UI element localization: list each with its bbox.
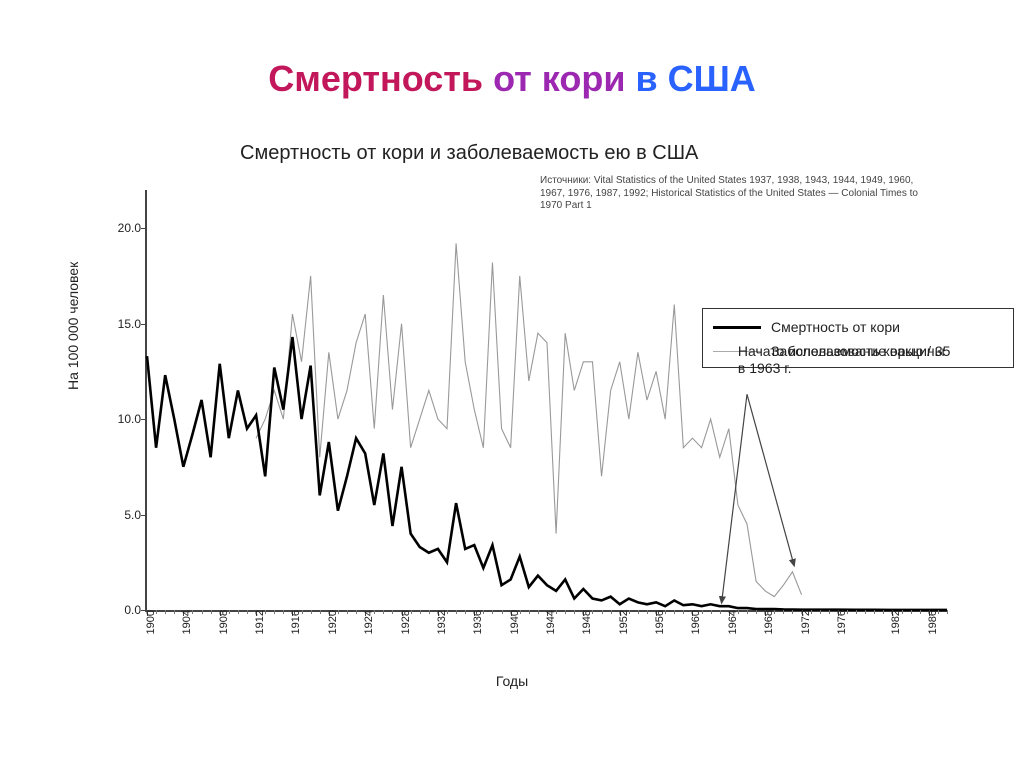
x-tick-mark-minor: [565, 610, 566, 614]
x-tick-mark-minor: [283, 610, 284, 614]
x-tick-mark-minor: [247, 610, 248, 614]
x-tick-mark-minor: [638, 610, 639, 614]
x-tick-mark-minor: [429, 610, 430, 614]
x-tick-mark-minor: [647, 610, 648, 614]
x-tick-mark-minor: [747, 610, 748, 614]
y-tick-mark: [141, 515, 147, 516]
x-tick-label: 1972: [798, 610, 812, 634]
x-tick-label: 1952: [616, 610, 630, 634]
chart-title: Смертность от кори и заболеваемость ею в…: [240, 142, 698, 165]
chart-lines: [147, 190, 947, 610]
x-tick-label: 1944: [543, 610, 557, 634]
x-tick-mark-minor: [683, 610, 684, 614]
series-mortality: [147, 337, 947, 610]
x-tick-label: 1928: [398, 610, 412, 634]
x-tick-label: 1956: [652, 610, 666, 634]
title-part-2: от кори: [493, 58, 635, 99]
slide-title: Смертность от кори в США: [0, 58, 1024, 100]
x-tick-mark-minor: [347, 610, 348, 614]
title-part-1: Смертность: [268, 58, 493, 99]
x-tick-label: 1964: [725, 610, 739, 634]
x-axis-label: Годы: [50, 673, 974, 689]
x-tick-label: 1908: [216, 610, 230, 634]
x-tick-mark-minor: [274, 610, 275, 614]
x-tick-mark-minor: [920, 610, 921, 614]
x-tick-mark-minor: [792, 610, 793, 614]
x-tick-mark-minor: [492, 610, 493, 614]
x-tick-mark-minor: [420, 610, 421, 614]
x-tick-label: 1960: [688, 610, 702, 634]
legend-label-mortality: Смертность от кори: [771, 319, 900, 335]
x-tick-mark-minor: [538, 610, 539, 614]
legend-item-mortality: Смертность от кори: [713, 317, 900, 337]
x-tick-mark-minor: [883, 610, 884, 614]
x-tick-mark-minor: [865, 610, 866, 614]
x-tick-mark-minor: [611, 610, 612, 614]
x-tick-mark-minor: [783, 610, 784, 614]
chart-container: Смертность от кори и заболеваемость ею в…: [50, 130, 974, 695]
x-tick-mark-minor: [711, 610, 712, 614]
x-tick-label: 1924: [361, 610, 375, 634]
x-tick-mark-minor: [465, 610, 466, 614]
x-tick-label: 1912: [252, 610, 266, 634]
x-tick-mark-minor: [829, 610, 830, 614]
y-tick-mark: [141, 419, 147, 420]
x-tick-mark-minor: [874, 610, 875, 614]
y-tick-mark: [141, 228, 147, 229]
x-tick-label: 1982: [888, 610, 902, 634]
x-tick-label: 1900: [143, 610, 157, 634]
x-tick-label: 1932: [434, 610, 448, 634]
x-tick-label: 1920: [325, 610, 339, 634]
x-tick-mark-minor: [174, 610, 175, 614]
series-incidence: [256, 243, 801, 596]
x-tick-label: 1968: [761, 610, 775, 634]
x-tick-mark-minor: [574, 610, 575, 614]
x-tick-mark-minor: [674, 610, 675, 614]
legend-swatch-mortality: [713, 326, 761, 329]
x-tick-mark-minor: [211, 610, 212, 614]
x-tick-mark-minor: [720, 610, 721, 614]
y-tick-mark: [141, 324, 147, 325]
y-axis-label: На 100 000 человек: [65, 262, 81, 390]
plot-area: Смертность от кори Заболеваемость корью …: [145, 190, 947, 612]
x-tick-label: 1940: [507, 610, 521, 634]
x-tick-mark-minor: [856, 610, 857, 614]
x-tick-mark-minor: [320, 610, 321, 614]
x-tick-label: 1904: [179, 610, 193, 634]
x-tick-mark-minor: [456, 610, 457, 614]
title-part-3: в США: [635, 58, 755, 99]
x-tick-mark-minor: [202, 610, 203, 614]
x-tick-mark-minor: [383, 610, 384, 614]
x-tick-mark-minor: [756, 610, 757, 614]
x-tick-mark-minor: [602, 610, 603, 614]
x-tick-mark-minor: [911, 610, 912, 614]
x-tick-mark-minor: [356, 610, 357, 614]
x-tick-mark-minor: [392, 610, 393, 614]
annotation-text: Начато использование вакцины в 1963 г.: [738, 343, 948, 378]
x-tick-mark-minor: [311, 610, 312, 614]
x-tick-label: 1916: [288, 610, 302, 634]
x-tick-mark-minor: [165, 610, 166, 614]
x-tick-label: 1936: [470, 610, 484, 634]
x-tick-label: 1976: [834, 610, 848, 634]
x-tick-label: 1986: [925, 610, 939, 634]
x-tick-mark-minor: [820, 610, 821, 614]
slide: Смертность от кори в США Смертность от к…: [0, 0, 1024, 767]
x-tick-mark-minor: [238, 610, 239, 614]
x-tick-mark-minor: [947, 610, 948, 614]
x-tick-label: 1948: [579, 610, 593, 634]
x-tick-mark-minor: [502, 610, 503, 614]
x-tick-mark-minor: [529, 610, 530, 614]
